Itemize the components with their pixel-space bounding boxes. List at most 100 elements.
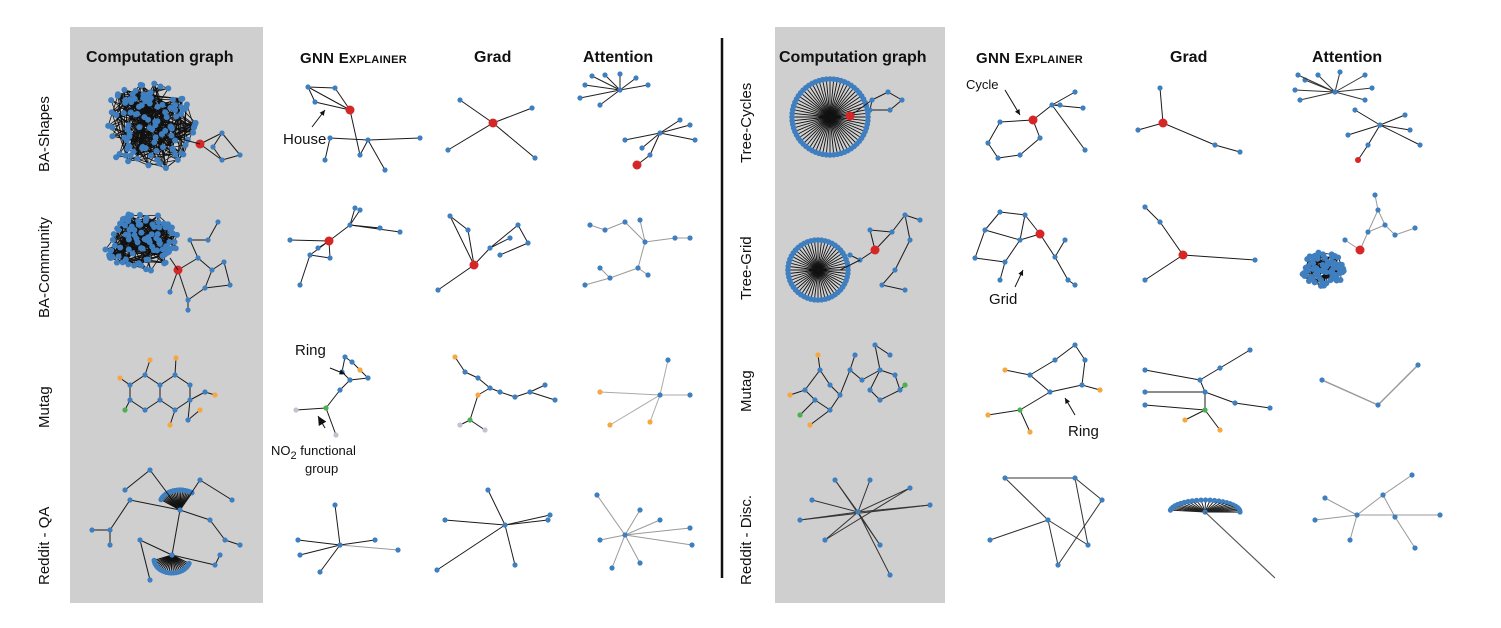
- graph-node: [108, 247, 115, 254]
- graph-node: [1297, 97, 1303, 103]
- graph-node: [342, 354, 348, 360]
- graph-node: [827, 114, 833, 120]
- graph-node: [985, 140, 991, 146]
- graph-node: [1035, 229, 1045, 239]
- graph-node: [602, 72, 608, 78]
- graph-node: [161, 251, 168, 258]
- graph-edge: [492, 122, 536, 159]
- graph-node: [146, 237, 153, 244]
- graph-edge: [857, 479, 871, 513]
- graph-edge: [817, 269, 848, 278]
- graph-node: [128, 99, 135, 106]
- graph-node: [337, 387, 343, 393]
- graph-node: [1082, 357, 1088, 363]
- graph-edge: [1074, 344, 1086, 361]
- graph-node: [665, 357, 671, 363]
- graph-node: [525, 240, 531, 246]
- graph-edge: [165, 154, 184, 169]
- graph-node: [1052, 254, 1058, 260]
- graph-node: [125, 261, 132, 268]
- graph-node: [1017, 152, 1023, 158]
- annotation-ring-right: Ring: [1068, 423, 1099, 440]
- graph-edge: [829, 116, 845, 153]
- graph-edge: [805, 116, 831, 147]
- graph-edge: [224, 539, 241, 546]
- graph-edge: [307, 86, 336, 89]
- graph-node: [657, 517, 663, 523]
- graph-edge: [599, 534, 626, 541]
- graph-node: [185, 297, 191, 303]
- graph-edge: [367, 137, 421, 141]
- graph-edge: [989, 519, 1049, 541]
- graph-node: [1049, 102, 1055, 108]
- graph-node: [395, 547, 401, 553]
- graph-node: [219, 157, 225, 163]
- header-right-grad: Grad: [1170, 49, 1208, 66]
- graph-node: [117, 220, 124, 227]
- graph-edge: [449, 215, 469, 231]
- graph-node: [487, 245, 493, 251]
- graph-edge: [504, 519, 549, 526]
- graph-edge: [1162, 122, 1216, 146]
- graph-node: [187, 397, 193, 403]
- arrow-head: [339, 369, 345, 375]
- graph-edge: [819, 369, 831, 386]
- graph-node: [442, 517, 448, 523]
- graph-node: [687, 392, 693, 398]
- graph-node: [121, 86, 128, 93]
- graph-node: [357, 152, 363, 158]
- graph-node: [169, 145, 176, 152]
- graph-node: [587, 222, 593, 228]
- graph-node: [997, 277, 1003, 283]
- graph-node: [1402, 112, 1408, 118]
- graph-node: [109, 124, 116, 131]
- graph-edge: [799, 399, 816, 416]
- graph-edge: [987, 142, 999, 159]
- graph-edge: [1314, 514, 1358, 521]
- graph-edge: [1204, 511, 1276, 579]
- graph-node: [815, 352, 821, 358]
- graph-node: [1355, 157, 1361, 163]
- graph-node: [127, 382, 133, 388]
- graph-node: [120, 110, 127, 117]
- graph-edge: [1051, 104, 1086, 151]
- graph-node: [323, 405, 329, 411]
- graph-edge: [1004, 239, 1021, 263]
- graph-edge: [197, 257, 213, 271]
- graph-edge: [199, 143, 223, 161]
- graph-edge: [1377, 209, 1386, 226]
- graph-node: [1369, 85, 1375, 91]
- graph-edge: [129, 374, 146, 386]
- graph-edge: [829, 394, 841, 411]
- graph-node: [1047, 389, 1053, 395]
- graph-node: [89, 527, 95, 533]
- graph-edge: [1379, 124, 1411, 131]
- graph-node: [122, 487, 128, 493]
- graph-node: [1300, 270, 1307, 277]
- graph-edge: [174, 399, 191, 411]
- graph-edge: [624, 132, 661, 141]
- graph-edge: [817, 269, 833, 297]
- graph-node: [1237, 509, 1243, 515]
- graph-node: [497, 389, 503, 395]
- graph-edge: [129, 136, 179, 161]
- graph-edge: [1047, 519, 1059, 566]
- graph-node: [137, 537, 143, 543]
- graph-edge: [824, 487, 911, 541]
- graph-node: [1232, 400, 1238, 406]
- graph-node: [147, 152, 154, 159]
- graph-edge: [325, 389, 341, 409]
- graph-node: [163, 114, 170, 121]
- graph-node: [1377, 122, 1383, 128]
- graph-edge: [1144, 254, 1184, 281]
- row-label-tree-grid: Tree-Grid: [738, 236, 755, 300]
- graph-edge: [1324, 497, 1358, 516]
- graph-edge: [609, 267, 639, 279]
- graph-node: [1062, 237, 1068, 243]
- graph-edge: [637, 241, 646, 269]
- graph-node: [512, 394, 518, 400]
- graph-node: [1347, 537, 1353, 543]
- graph-edge: [824, 511, 859, 541]
- graph-node: [352, 205, 358, 211]
- graph-edge: [825, 79, 831, 118]
